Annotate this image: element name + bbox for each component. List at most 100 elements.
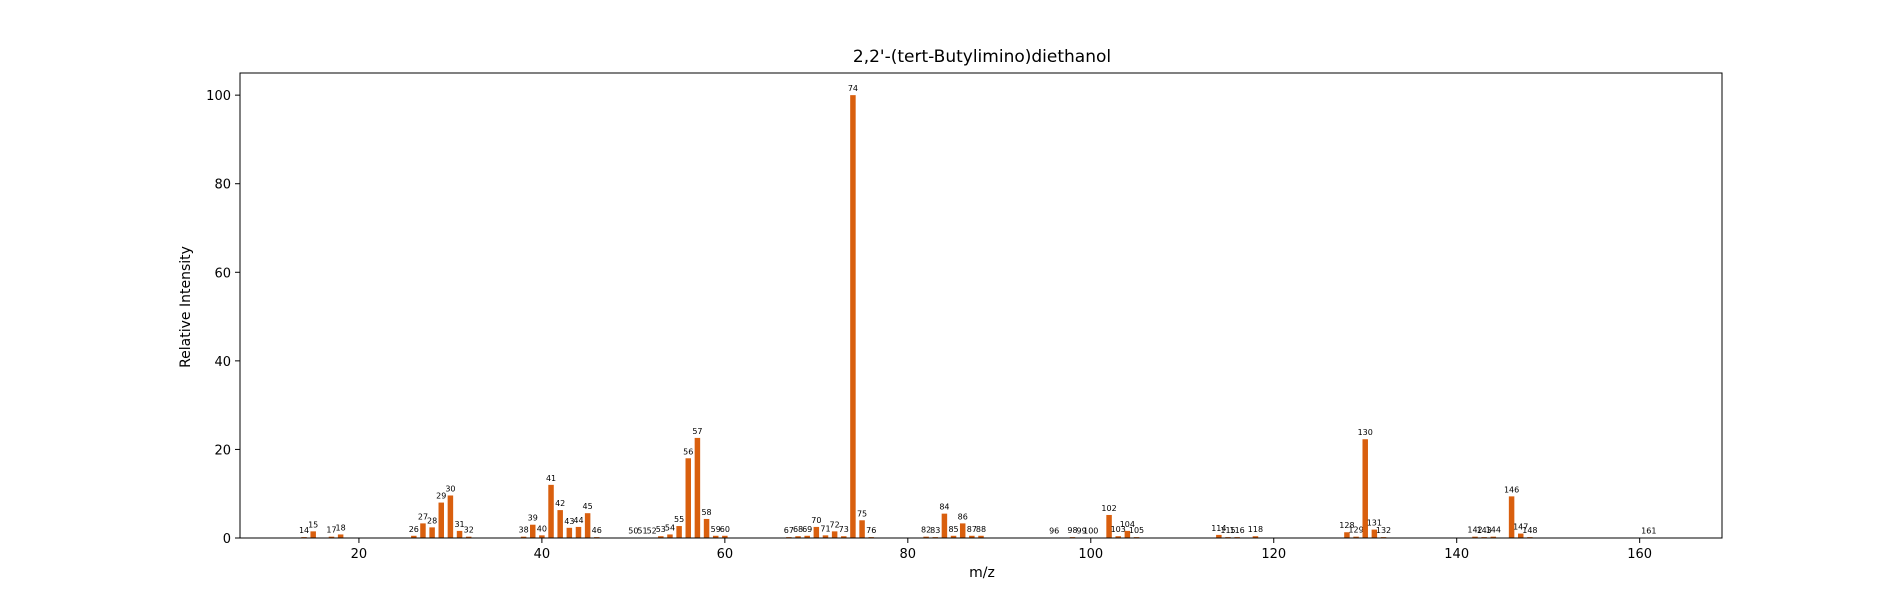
- x-tick-label-120: 120: [1261, 547, 1286, 562]
- y-tick-label-80: 80: [214, 178, 231, 193]
- x-tick-label-60: 60: [717, 547, 734, 562]
- bar-mz-54: [667, 534, 673, 538]
- data-label-mz-144: 144: [1486, 526, 1501, 535]
- bar-mz-31: [456, 530, 463, 538]
- bar-mz-38: [520, 536, 527, 538]
- bar-mz-40: [539, 535, 545, 538]
- data-label-mz-70: 70: [811, 516, 821, 525]
- x-tick-label-40: 40: [534, 547, 551, 562]
- bar-mz-82: [923, 536, 929, 538]
- bar-mz-68: [795, 536, 801, 538]
- bar-mz-128: [1344, 532, 1350, 538]
- data-label-mz-69: 69: [802, 525, 812, 534]
- data-label-mz-83: 83: [930, 526, 940, 535]
- data-label-mz-96: 96: [1049, 527, 1059, 536]
- data-label-mz-116: 116: [1230, 526, 1245, 535]
- data-label-mz-147: 147: [1513, 523, 1528, 532]
- x-tick-label-140: 140: [1444, 547, 1469, 562]
- x-tick-label-80: 80: [900, 547, 917, 562]
- data-label-mz-102: 102: [1101, 504, 1116, 513]
- data-label-mz-68: 68: [793, 525, 803, 534]
- bar-mz-86: [959, 523, 966, 538]
- chart-title: 2,2'-(tert-Butylimino)diethanol: [852, 47, 1112, 67]
- x-tick-label-100: 100: [1078, 547, 1103, 562]
- data-label-mz-26: 26: [409, 525, 419, 534]
- data-label-mz-59: 59: [711, 525, 721, 534]
- bar-mz-59: [712, 535, 719, 538]
- bar-mz-104: [1124, 530, 1131, 538]
- data-label-mz-71: 71: [820, 524, 830, 533]
- data-label-mz-58: 58: [701, 508, 711, 517]
- bar-mz-88: [978, 535, 984, 538]
- data-label-mz-85: 85: [948, 525, 958, 534]
- data-label-mz-105: 105: [1129, 526, 1144, 535]
- data-label-mz-50: 50: [628, 527, 638, 536]
- bar-mz-103: [1115, 536, 1121, 538]
- data-label-mz-41: 41: [546, 474, 556, 483]
- data-label-mz-104: 104: [1120, 520, 1135, 529]
- bar-mz-84: [941, 513, 948, 538]
- data-label-mz-29: 29: [436, 492, 446, 501]
- data-label-mz-115: 115: [1220, 526, 1235, 535]
- bar-mz-146: [1508, 496, 1515, 538]
- bar-mz-28: [429, 527, 435, 538]
- data-label-mz-128: 128: [1339, 521, 1354, 530]
- data-label-mz-98: 98: [1067, 526, 1077, 535]
- data-label-mz-131: 131: [1367, 519, 1382, 528]
- data-label-mz-60: 60: [720, 525, 730, 534]
- bar-mz-71: [822, 535, 829, 538]
- data-label-mz-51: 51: [637, 527, 647, 536]
- bar-mz-75: [859, 520, 865, 538]
- bar-mz-26: [411, 535, 417, 538]
- x-axis-label: m/z: [969, 565, 995, 581]
- bar-mz-147: [1517, 533, 1524, 538]
- data-label-mz-129: 129: [1348, 526, 1363, 535]
- bar-mz-56: [685, 458, 692, 538]
- plot-frame: [239, 72, 1723, 539]
- data-label-mz-42: 42: [555, 499, 565, 508]
- data-label-mz-143: 143: [1477, 526, 1492, 535]
- data-label-mz-15: 15: [308, 520, 318, 529]
- bar-mz-73: [841, 536, 847, 538]
- bar-mz-142: [1472, 536, 1478, 538]
- data-label-mz-72: 72: [830, 520, 840, 529]
- bar-mz-29: [438, 502, 445, 538]
- bar-mz-57: [694, 437, 701, 538]
- data-label-mz-114: 114: [1211, 524, 1226, 533]
- data-label-mz-142: 142: [1467, 526, 1482, 535]
- bar-mz-130: [1362, 439, 1368, 538]
- data-label-mz-32: 32: [464, 526, 474, 535]
- data-label-mz-73: 73: [839, 525, 849, 534]
- data-label-mz-43: 43: [564, 517, 574, 526]
- data-label-mz-30: 30: [445, 484, 455, 493]
- y-tick-label-0: 0: [223, 532, 231, 547]
- bar-mz-39: [529, 524, 536, 538]
- bar-mz-17: [328, 536, 335, 538]
- bar-mz-15: [310, 531, 316, 538]
- bar-mz-43: [566, 527, 573, 538]
- y-tick-label-100: 100: [206, 89, 231, 104]
- data-label-mz-88: 88: [976, 525, 986, 534]
- bar-mz-32: [465, 536, 472, 538]
- data-label-mz-100: 100: [1083, 527, 1098, 536]
- bar-mz-72: [831, 531, 838, 538]
- bar-mz-118: [1252, 536, 1259, 538]
- data-label-mz-53: 53: [656, 525, 666, 534]
- data-label-mz-146: 146: [1504, 485, 1519, 494]
- data-label-mz-14: 14: [299, 526, 309, 535]
- y-tick-label-60: 60: [214, 266, 231, 281]
- data-label-mz-31: 31: [454, 520, 464, 529]
- bar-mz-144: [1490, 536, 1497, 538]
- data-label-mz-38: 38: [518, 526, 528, 535]
- bar-mz-53: [658, 536, 664, 538]
- data-label-mz-56: 56: [683, 447, 693, 456]
- data-label-mz-130: 130: [1358, 428, 1373, 437]
- bar-mz-114: [1216, 534, 1222, 538]
- bar-mz-85: [950, 535, 957, 538]
- data-label-mz-28: 28: [427, 516, 437, 525]
- data-label-mz-39: 39: [528, 514, 538, 523]
- data-label-mz-87: 87: [967, 525, 977, 534]
- data-label-mz-75: 75: [857, 509, 867, 518]
- data-label-mz-52: 52: [647, 527, 657, 536]
